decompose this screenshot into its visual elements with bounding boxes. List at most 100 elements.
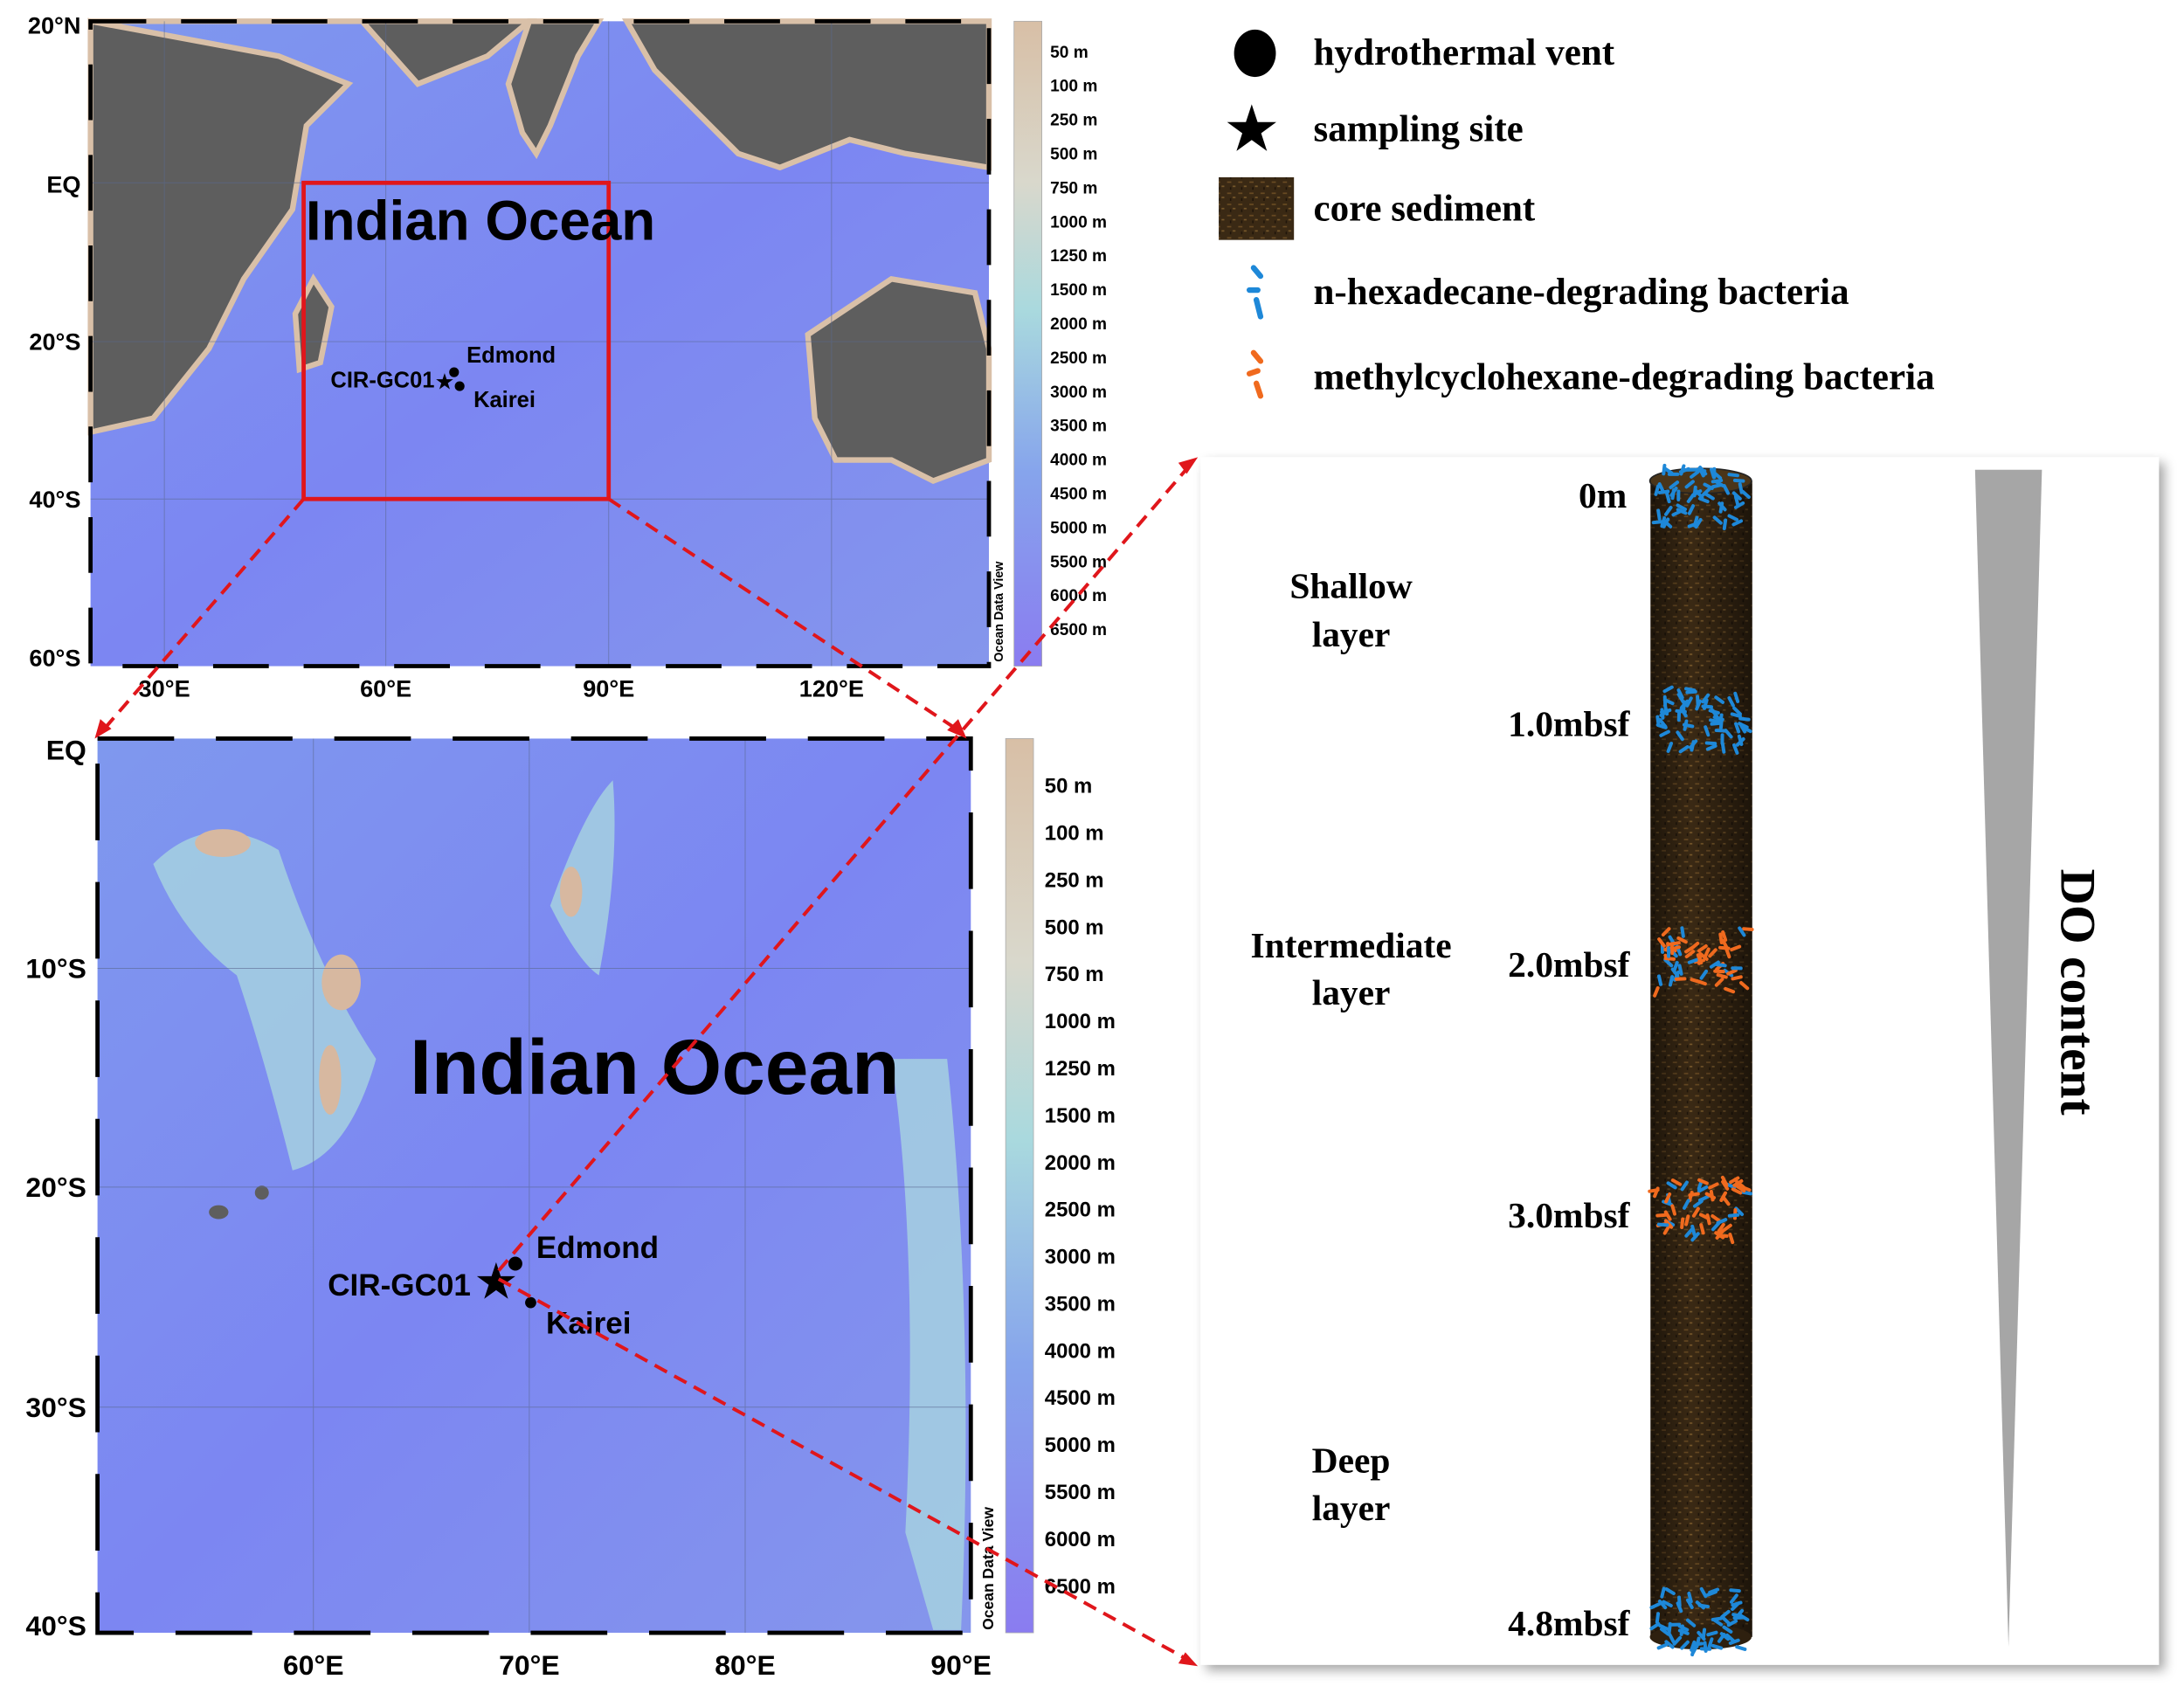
bacterium-mark (1710, 708, 1719, 719)
bacterium-mark (1696, 695, 1700, 707)
depth-label: 0m (1579, 475, 1627, 515)
bacterium-mark (1649, 1602, 1662, 1610)
bacterium-mark (1703, 482, 1714, 490)
bacterium-mark (1677, 964, 1683, 976)
bacterium-mark (1739, 1185, 1752, 1192)
bacterium-mark (1701, 693, 1711, 704)
colorbar-label: 1500 m (1050, 281, 1107, 300)
bacterium-mark (1727, 473, 1739, 478)
bacterium-mark (1662, 1224, 1671, 1235)
colorbar-label: 100 m (1045, 822, 1104, 846)
layer-label: layer (1312, 1488, 1391, 1528)
bacterium-mark (1720, 742, 1726, 754)
bacterium-mark (1699, 1223, 1705, 1235)
bacterium-mark (1684, 687, 1697, 693)
bacterium-mark (1691, 1206, 1700, 1218)
lat-tick: 40°S (29, 486, 80, 513)
bacterium-mark (1684, 480, 1695, 489)
bacterium-mark (1734, 1206, 1745, 1217)
bacterium-mark (1701, 487, 1711, 497)
orange-bacteria-icon (1246, 349, 1264, 399)
colorbar-label: 1000 m (1050, 213, 1107, 232)
bacterium-mark (1697, 944, 1708, 953)
bacterium-mark (1714, 1231, 1725, 1240)
bacterium-mark (1666, 1181, 1677, 1190)
bacterium-mark (1725, 1633, 1736, 1643)
colorbar-label: 1500 m (1045, 1104, 1116, 1128)
bacterium-mark (1663, 957, 1676, 961)
colorbar-label: 3500 m (1045, 1292, 1116, 1316)
bacterium-mark (1705, 1213, 1711, 1226)
colorbar-label: 5500 m (1050, 553, 1107, 571)
bacterium-mark (1722, 1625, 1733, 1634)
bacterium-mark (1726, 968, 1738, 976)
bacterium-mark (1662, 698, 1675, 706)
lat-tick: 20°S (25, 1171, 86, 1203)
lat-ticks: EQ 10°S 20°S 30°S 40°S (25, 734, 86, 1641)
bacterium-mark (1714, 695, 1724, 704)
bacterium-mark (1690, 1644, 1697, 1657)
bacterium-mark (1677, 1595, 1682, 1607)
bacterium-mark (1729, 1588, 1741, 1593)
depth-label: 3.0mbsf (1508, 1195, 1630, 1235)
bacterium-mark (1731, 1601, 1740, 1612)
lon-tick: 90°E (583, 675, 634, 702)
bacterium-mark (1687, 957, 1699, 964)
colorbar-bottom: 50 m 100 m 250 m 500 m 750 m 1000 m 1250 m 1500… (1005, 738, 1116, 1634)
bacterium-mark (1730, 944, 1742, 952)
bacterium-mark (1684, 1227, 1694, 1238)
colorbar-label: 1250 m (1045, 1057, 1116, 1081)
colorbar-label: 2500 m (1045, 1199, 1116, 1222)
bacterium-mark (1649, 1621, 1661, 1631)
bacterium-mark (1692, 1199, 1704, 1208)
bacterium-mark (1711, 1221, 1721, 1232)
bacterium-mark (1735, 736, 1745, 747)
bacterium-mark (1704, 741, 1717, 746)
bacterium-mark (1694, 489, 1704, 500)
colorbar-label: 1000 m (1045, 1010, 1116, 1033)
star-icon: ★ (434, 369, 454, 394)
colorbar-top: 50 m 100 m 250 m 500 m 750 m 1000 m 1250 m 1500… (1013, 20, 1107, 667)
bacterium-mark (1684, 1214, 1690, 1227)
depth-labels: 0m 1.0mbsf 2.0mbsf 3.0mbsf 4.8mbsf (1508, 475, 1630, 1643)
bacterium-mark (1685, 1618, 1697, 1627)
bacterium-mark (1654, 484, 1661, 496)
bacterium-mark (1724, 986, 1736, 994)
bacterium-mark (1680, 1180, 1689, 1192)
bacterium-mark (1732, 1178, 1744, 1187)
site-label: CIR-GC01 (330, 369, 434, 393)
bacterium-mark (1711, 1616, 1724, 1621)
lat-tick: 10°S (25, 953, 86, 985)
land-masses (87, 17, 992, 484)
bacterium-mark (1708, 1182, 1719, 1190)
bacterium-mark (1722, 518, 1728, 530)
bacterium-mark (1687, 504, 1696, 515)
bacterium-mark (1703, 1641, 1708, 1653)
depth-label: 4.8mbsf (1508, 1603, 1630, 1643)
bacterium-mark (1678, 745, 1690, 754)
bacterium-mark (1689, 941, 1700, 950)
map-title: Indian Ocean (306, 190, 655, 252)
bacterium-mark (1728, 1233, 1735, 1245)
bacterium-mark (1664, 505, 1673, 516)
bacterium-mark (1724, 947, 1731, 959)
bacterium-mark (1734, 1608, 1745, 1620)
bacterium-mark (1687, 1591, 1693, 1604)
bacterium-mark (1706, 1630, 1718, 1637)
bacterium-mark (1655, 722, 1668, 729)
colorbar-label: 4500 m (1045, 1386, 1116, 1410)
lon-tick: 80°E (715, 1649, 775, 1681)
bacterium-mark (1655, 1612, 1661, 1624)
do-content-label: DO content (2050, 869, 2105, 1116)
bacterium-mark (1669, 480, 1680, 489)
bacterium-mark (1680, 1640, 1690, 1650)
vent-edmond-marker (508, 1256, 522, 1271)
bacterium-mark (1703, 947, 1711, 959)
colorbar-label: 50 m (1045, 775, 1093, 798)
bacterium-mark (1669, 486, 1678, 497)
bacterium-mark (1665, 491, 1671, 504)
bacterium-mark (1724, 729, 1733, 739)
vent-label: Edmond (536, 1231, 659, 1265)
bacterium-mark (1711, 1214, 1722, 1223)
bacterium-mark (1660, 1586, 1666, 1599)
